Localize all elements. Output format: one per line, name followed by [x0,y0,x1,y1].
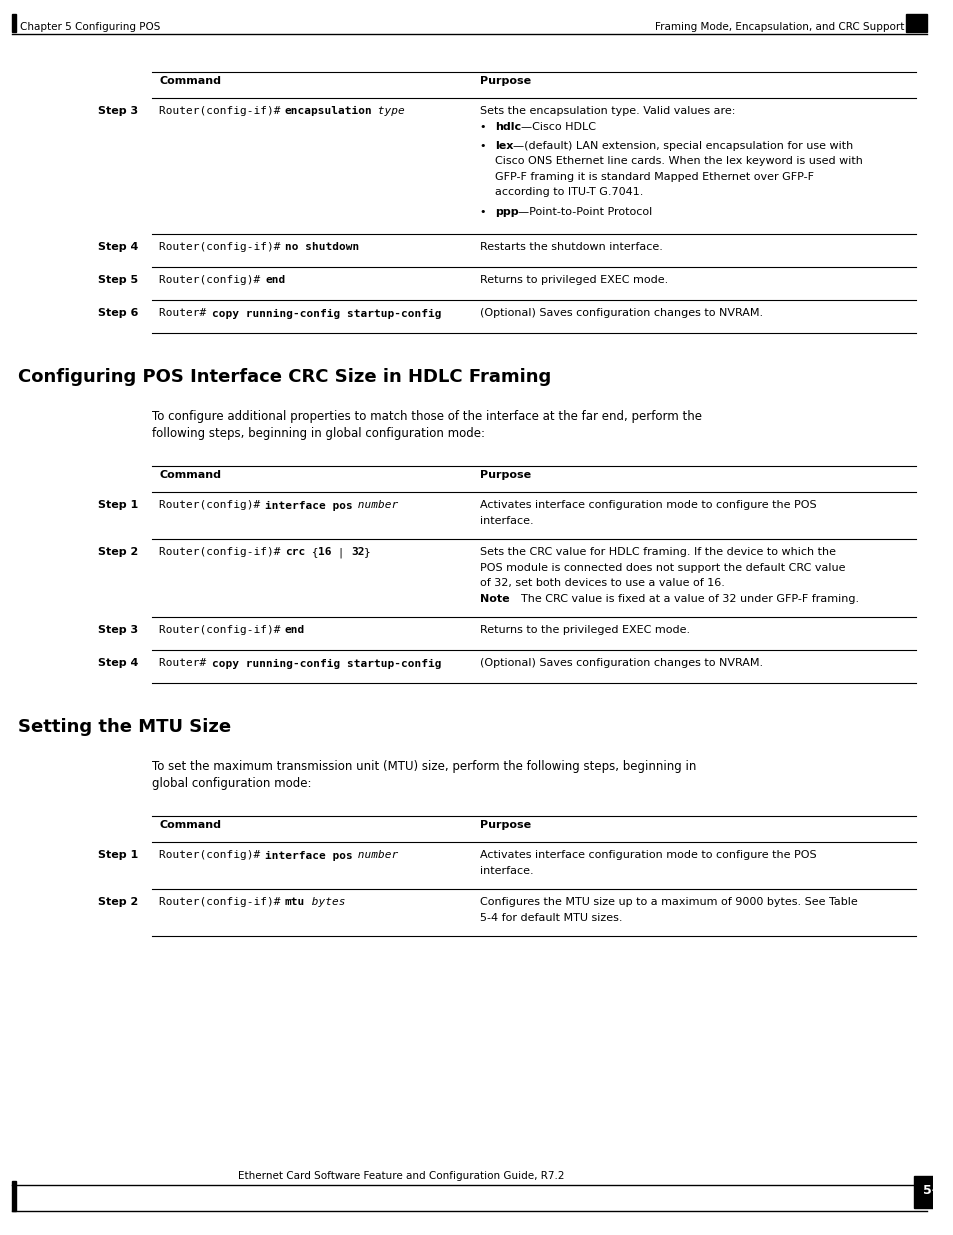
Text: Router(config)#: Router(config)# [159,500,267,510]
Text: Step 2: Step 2 [98,547,138,557]
Text: Setting the MTU Size: Setting the MTU Size [17,719,231,736]
Text: Restarts the shutdown interface.: Restarts the shutdown interface. [480,242,662,252]
Text: •: • [480,141,494,151]
Text: crc: crc [285,547,305,557]
Text: according to ITU-T G.7041.: according to ITU-T G.7041. [495,188,642,198]
Text: Step 6: Step 6 [98,309,138,319]
Bar [11,14,15,32]
Text: lex: lex [495,141,513,151]
Text: Purpose: Purpose [480,471,531,480]
Text: Returns to privileged EXEC mode.: Returns to privileged EXEC mode. [480,275,668,285]
Text: mtu: mtu [285,898,305,908]
Text: Configures the MTU size up to a maximum of 9000 bytes. See Table: Configures the MTU size up to a maximum … [480,898,857,908]
Text: Router(config)#: Router(config)# [159,851,267,861]
Text: Router#: Router# [159,309,213,319]
Text: Step 4: Step 4 [98,242,138,252]
Text: number: number [351,851,397,861]
Text: global configuration mode:: global configuration mode: [152,778,311,790]
Text: of 32, set both devices to use a value of 16.: of 32, set both devices to use a value o… [480,578,724,589]
Text: POS module is connected does not support the default CRC value: POS module is connected does not support… [480,563,845,573]
Text: —(default) LAN extension, special encapsulation for use with: —(default) LAN extension, special encaps… [513,141,852,151]
Text: ppp: ppp [495,207,518,217]
Text: Step 3: Step 3 [98,625,138,636]
Text: Router(config)#: Router(config)# [159,275,267,285]
Text: —Point-to-Point Protocol: —Point-to-Point Protocol [517,207,652,217]
Text: no shutdown: no shutdown [285,242,359,252]
Text: type: type [371,106,404,116]
Text: ppp: ppp [495,207,518,217]
Text: 5-5: 5-5 [922,1184,944,1198]
Text: }: } [364,547,371,557]
Text: The CRC value is fixed at a value of 32 under GFP-F framing.: The CRC value is fixed at a value of 32 … [521,594,859,604]
Text: To set the maximum transmission unit (MTU) size, perform the following steps, be: To set the maximum transmission unit (MT… [152,761,696,773]
Text: 16: 16 [317,547,331,557]
Text: Step 1: Step 1 [98,851,138,861]
Text: Step 5: Step 5 [98,275,138,285]
Text: •: • [480,207,494,217]
Text: number: number [351,500,397,510]
Text: end: end [285,625,305,636]
Text: Step 3: Step 3 [98,106,138,116]
Text: Command: Command [159,471,221,480]
Text: copy running-config startup-config: copy running-config startup-config [213,658,441,668]
Text: Cisco ONS Ethernet line cards. When the lex keyword is used with: Cisco ONS Ethernet line cards. When the … [495,157,862,167]
Text: |: | [331,547,351,558]
Text: Command: Command [159,820,221,830]
Text: Step 2: Step 2 [98,898,138,908]
Text: interface.: interface. [480,866,534,876]
Text: encapsulation: encapsulation [285,106,373,116]
Text: (Optional) Saves configuration changes to NVRAM.: (Optional) Saves configuration changes t… [480,309,762,319]
Text: GFP-F framing it is standard Mapped Ethernet over GFP-F: GFP-F framing it is standard Mapped Ethe… [495,172,813,182]
Text: lex: lex [495,141,513,151]
Bar [905,14,926,32]
Text: end: end [265,275,285,285]
Text: Ethernet Card Software Feature and Configuration Guide, R7.2: Ethernet Card Software Feature and Confi… [237,1171,564,1181]
Text: Activates interface configuration mode to configure the POS: Activates interface configuration mode t… [480,500,816,510]
Text: •: • [480,121,494,131]
Text: Step 1: Step 1 [98,500,138,510]
Text: interface pos: interface pos [265,851,353,861]
Text: Returns to the privileged EXEC mode.: Returns to the privileged EXEC mode. [480,625,690,636]
Text: copy running-config startup-config: copy running-config startup-config [213,309,441,319]
Text: Router(config-if)#: Router(config-if)# [159,625,288,636]
Text: Router(config-if)#: Router(config-if)# [159,547,288,557]
Text: 5-4 for default MTU sizes.: 5-4 for default MTU sizes. [480,913,622,923]
Text: Router#: Router# [159,658,213,668]
Text: interface.: interface. [480,516,534,526]
Text: Command: Command [159,77,221,86]
Text: To configure additional properties to match those of the interface at the far en: To configure additional properties to ma… [152,410,700,424]
Text: Step 4: Step 4 [98,658,138,668]
Text: Activates interface configuration mode to configure the POS: Activates interface configuration mode t… [480,851,816,861]
Bar [913,1176,953,1208]
Text: Sets the CRC value for HDLC framing. If the device to which the: Sets the CRC value for HDLC framing. If … [480,547,836,557]
Text: Chapter 5 Configuring POS: Chapter 5 Configuring POS [20,22,160,32]
Text: Purpose: Purpose [480,820,531,830]
Text: following steps, beginning in global configuration mode:: following steps, beginning in global con… [152,427,484,441]
Text: hdlc: hdlc [495,121,520,131]
Text: —Cisco HDLC: —Cisco HDLC [520,121,595,131]
Text: Router(config-if)#: Router(config-if)# [159,242,288,252]
Text: {: { [304,547,318,557]
Text: interface pos: interface pos [265,500,353,510]
Bar [11,1181,15,1212]
Text: Router(config-if)#: Router(config-if)# [159,898,288,908]
Text: Sets the encapsulation type. Valid values are:: Sets the encapsulation type. Valid value… [480,106,735,116]
Text: Framing Mode, Encapsulation, and CRC Support: Framing Mode, Encapsulation, and CRC Sup… [654,22,903,32]
Text: Purpose: Purpose [480,77,531,86]
Text: Configuring POS Interface CRC Size in HDLC Framing: Configuring POS Interface CRC Size in HD… [17,368,550,387]
Text: bytes: bytes [304,898,345,908]
Text: (Optional) Saves configuration changes to NVRAM.: (Optional) Saves configuration changes t… [480,658,762,668]
Text: Router(config-if)#: Router(config-if)# [159,106,288,116]
Text: 32: 32 [351,547,364,557]
Text: hdlc: hdlc [495,121,520,131]
Text: Note: Note [480,594,510,604]
